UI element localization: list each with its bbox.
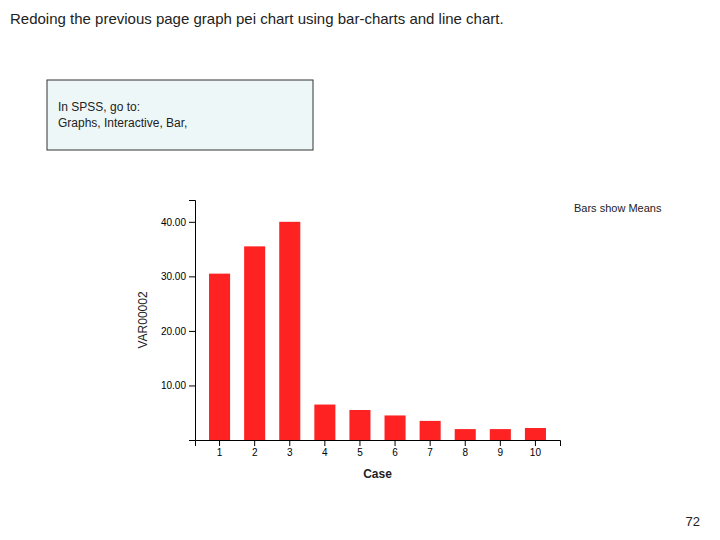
x-tick-label: 8 — [462, 447, 468, 458]
x-tick-label: 4 — [322, 447, 328, 458]
x-tick: 7 — [427, 440, 433, 458]
x-axis-line — [196, 441, 561, 447]
plot-area — [209, 222, 546, 440]
x-tick-label: 6 — [392, 447, 398, 458]
y-tick-mark — [189, 222, 195, 223]
y-tick-label: 20.00 — [161, 326, 186, 337]
y-tick-label: 30.00 — [161, 271, 186, 282]
bar — [420, 421, 441, 440]
x-axis-title: Case — [363, 467, 392, 481]
annotation-box — [47, 80, 313, 150]
x-tick-mark — [395, 440, 396, 446]
x-tick-mark — [324, 440, 325, 446]
bar — [455, 429, 476, 440]
y-tick-mark — [189, 385, 195, 386]
bar — [385, 415, 406, 440]
y-axis-title: VAR00002 — [136, 291, 150, 348]
y-tick-mark — [189, 331, 195, 332]
x-tick: 10 — [530, 440, 542, 458]
bar — [279, 222, 300, 440]
y-tick: 30.00 — [161, 271, 195, 282]
x-tick-label: 7 — [427, 447, 433, 458]
x-tick-label: 3 — [287, 447, 293, 458]
annotation-text: In SPSS, go to: Graphs, Interactive, Bar, — [58, 100, 187, 130]
x-tick-label: 5 — [357, 447, 363, 458]
x-tick: 1 — [217, 440, 223, 458]
y-tick: 10.00 — [161, 380, 195, 391]
bar — [349, 410, 370, 440]
x-tick: 9 — [498, 440, 504, 458]
y-tick-label: 10.00 — [161, 380, 186, 391]
x-tick-label: 9 — [498, 447, 504, 458]
x-tick-label: 10 — [530, 447, 542, 458]
x-tick-mark — [465, 440, 466, 446]
y-tick-label: 40.00 — [161, 217, 186, 228]
y-axis-line — [189, 201, 196, 441]
y-tick: 40.00 — [161, 217, 195, 228]
y-tick-mark — [189, 276, 195, 277]
x-tick-mark — [535, 440, 536, 446]
x-tick: 8 — [462, 440, 468, 458]
bar — [244, 246, 265, 440]
x-tick: 6 — [392, 440, 398, 458]
x-tick-mark — [359, 440, 360, 446]
bar — [525, 428, 546, 440]
x-tick: 3 — [287, 440, 293, 458]
x-tick-mark — [254, 440, 255, 446]
bar — [490, 429, 511, 440]
x-tick-mark — [219, 440, 220, 446]
annotation-note: Bars show Means — [574, 202, 662, 214]
x-tick-mark — [430, 440, 431, 446]
x-tick-label: 2 — [252, 447, 258, 458]
x-tick: 5 — [357, 440, 363, 458]
page-number: 72 — [686, 514, 700, 529]
bar — [314, 405, 335, 440]
x-tick-mark — [289, 440, 290, 446]
title: Redoing the previous page graph pei char… — [10, 10, 504, 27]
bar — [209, 274, 230, 440]
chart: Redoing the previous page graph pei char… — [0, 0, 720, 540]
x-tick: 4 — [322, 440, 328, 458]
x-tick-mark — [500, 440, 501, 446]
annotation-line: In SPSS, go to: — [58, 100, 140, 114]
x-tick: 2 — [252, 440, 258, 458]
x-tick-label: 1 — [217, 447, 223, 458]
y-tick: 20.00 — [161, 326, 195, 337]
y-axis: 10.00 20.00 30.00 40.00 — [161, 201, 196, 441]
annotation-line: Graphs, Interactive, Bar, — [58, 116, 187, 130]
x-axis: 1 2 3 4 5 6 7 8 9 10 — [196, 440, 561, 458]
